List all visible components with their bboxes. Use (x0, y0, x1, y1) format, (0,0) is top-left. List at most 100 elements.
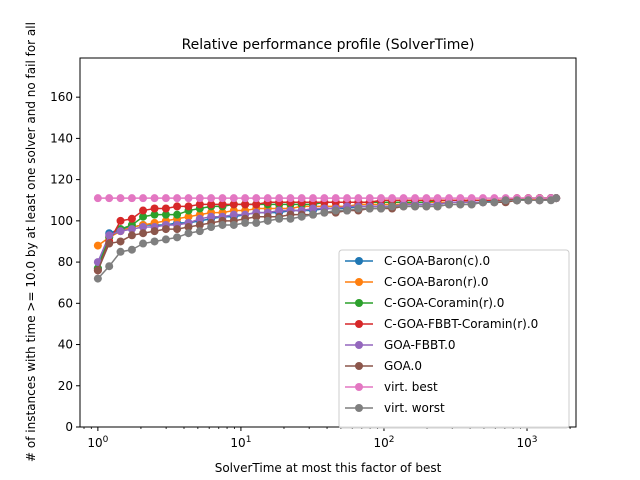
data-point (343, 206, 352, 215)
data-point (93, 194, 102, 203)
y-tick-label: 20 (58, 379, 73, 393)
data-point (252, 194, 261, 203)
data-point (445, 194, 454, 203)
y-tick-label: 140 (50, 131, 73, 145)
data-point (422, 202, 431, 211)
legend-marker (355, 341, 363, 349)
data-point (116, 216, 125, 225)
data-point (173, 225, 182, 234)
data-point (161, 194, 170, 203)
legend-item: GOA-FBBT.0 (345, 338, 456, 352)
legend-marker (355, 383, 363, 391)
legend-label: virt. worst (384, 401, 445, 415)
data-point (195, 227, 204, 236)
series-7 (93, 194, 561, 283)
data-point (116, 194, 125, 203)
data-point (173, 233, 182, 242)
data-point (297, 194, 306, 203)
legend-label: C-GOA-Baron(c).0 (384, 254, 490, 268)
y-tick-label: 100 (50, 214, 73, 228)
data-point (116, 227, 125, 236)
data-point (161, 204, 170, 213)
data-point (512, 196, 521, 205)
data-point (105, 194, 114, 203)
data-point (139, 206, 148, 215)
y-tick-label: 40 (58, 338, 73, 352)
legend-item: C-GOA-Coramin(r).0 (345, 296, 504, 310)
data-point (127, 245, 136, 254)
legend-marker (355, 257, 363, 265)
data-point (207, 194, 216, 203)
legend-item: virt. best (345, 380, 438, 394)
data-point (139, 239, 148, 248)
data-point (184, 223, 193, 232)
legend-item: C-GOA-Baron(r).0 (345, 275, 488, 289)
data-point (116, 237, 125, 246)
data-point (241, 194, 250, 203)
legend-item: GOA.0 (345, 359, 422, 373)
data-point (241, 218, 250, 227)
data-point (490, 198, 499, 207)
y-tick-label: 0 (65, 420, 73, 434)
data-point (377, 204, 386, 213)
data-point (150, 237, 159, 246)
data-point (388, 194, 397, 203)
data-point (308, 210, 317, 219)
y-tick-label: 60 (58, 296, 73, 310)
data-point (105, 262, 114, 271)
data-point (308, 204, 317, 213)
data-point (184, 202, 193, 211)
data-point (195, 200, 204, 209)
data-point (184, 212, 193, 221)
data-point (365, 204, 374, 213)
data-point (93, 241, 102, 250)
data-point (173, 194, 182, 203)
y-axis-label: # of instances with time >= 10.0 by at l… (24, 22, 38, 462)
data-point (150, 227, 159, 236)
data-point (105, 231, 114, 240)
data-point (127, 194, 136, 203)
data-point (139, 194, 148, 203)
legend: C-GOA-Baron(c).0 C-GOA-Baron(r).0 C-GOA-Co… (338, 249, 570, 429)
data-point (275, 194, 284, 203)
data-point (286, 214, 295, 223)
legend-item: C-GOA-FBBT-Coramin(r).0 (345, 317, 538, 331)
data-point (524, 196, 533, 205)
y-tick-label: 120 (50, 173, 73, 187)
data-point (252, 212, 261, 221)
legend-label: C-GOA-FBBT-Coramin(r).0 (384, 317, 538, 331)
data-point (207, 200, 216, 209)
data-point (331, 194, 340, 203)
data-point (411, 194, 420, 203)
data-point (116, 247, 125, 256)
x-axis-label: SolverTime at most this factor of best (215, 461, 442, 475)
data-point (399, 194, 408, 203)
legend-item: virt. worst (345, 401, 445, 415)
data-point (297, 212, 306, 221)
data-point (263, 194, 272, 203)
data-point (275, 214, 284, 223)
data-point (252, 200, 261, 209)
data-point (433, 202, 442, 211)
data-point (195, 220, 204, 229)
data-point (184, 194, 193, 203)
data-point (252, 218, 261, 227)
data-point (229, 200, 238, 209)
data-point (308, 194, 317, 203)
data-point (127, 214, 136, 223)
y-tick-label: 160 (50, 90, 73, 104)
legend-label: virt. best (384, 380, 438, 394)
data-point (139, 212, 148, 221)
chart-title: Relative performance profile (SolverTime… (182, 37, 475, 53)
data-point (331, 206, 340, 215)
data-point (150, 210, 159, 219)
data-point (275, 206, 284, 215)
data-point (343, 194, 352, 203)
data-point (229, 210, 238, 219)
data-point (552, 194, 561, 203)
legend-marker (355, 362, 363, 370)
data-point (411, 202, 420, 211)
data-point (139, 229, 148, 238)
